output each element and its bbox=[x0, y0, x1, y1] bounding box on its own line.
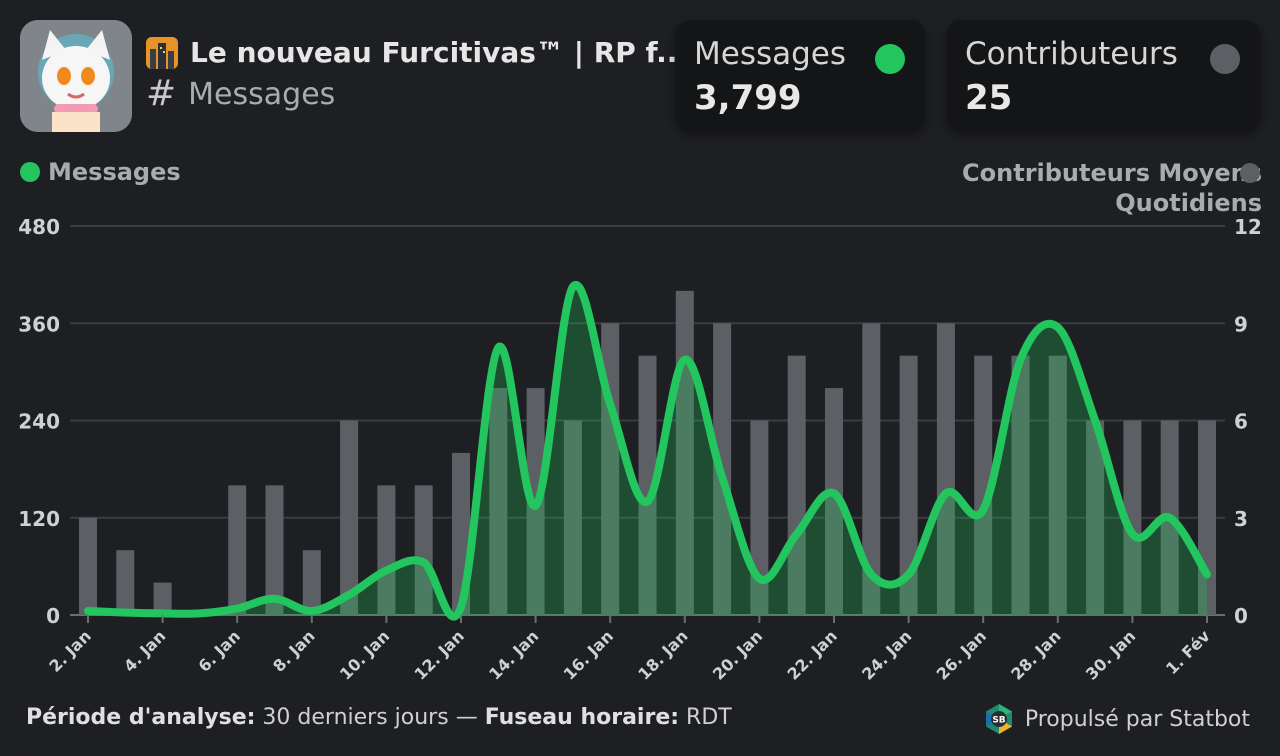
x-tick-label: 12. Jan bbox=[411, 626, 468, 683]
legend-messages: Messages bbox=[20, 158, 181, 186]
x-tick-label: 28. Jan bbox=[1007, 626, 1064, 683]
server-avatar bbox=[20, 20, 132, 132]
contributors-bar bbox=[377, 485, 396, 615]
contributors-bar bbox=[414, 485, 433, 615]
x-tick-label: 16. Jan bbox=[560, 626, 617, 683]
contributors-bar bbox=[340, 420, 359, 615]
contributors-bar bbox=[825, 388, 843, 615]
powered-by-label: Propulsé par Statbot bbox=[1024, 706, 1250, 732]
period-value: 30 derniers jours bbox=[262, 705, 449, 730]
contributors-bar bbox=[787, 355, 806, 615]
city-icon bbox=[146, 36, 178, 69]
y-left-tick-label: 360 bbox=[18, 312, 60, 336]
x-tick-label: 14. Jan bbox=[485, 626, 542, 683]
legend-contributors: Contributeurs Moyens Quotidiens bbox=[942, 158, 1262, 222]
x-tick-label: 6. Jan bbox=[195, 626, 244, 675]
y-right-tick-label: 6 bbox=[1234, 410, 1248, 434]
x-tick-label: 20. Jan bbox=[709, 626, 766, 683]
cat-avatar-icon bbox=[20, 20, 132, 132]
contributors-bar bbox=[899, 355, 918, 615]
contributors-stat-card: Contributeurs 25 bbox=[947, 20, 1260, 130]
contributors-bar bbox=[489, 388, 508, 615]
messages-stat-label: Messages bbox=[694, 36, 847, 72]
analysis-info: Période d'analyse: 30 derniers jours — F… bbox=[26, 705, 732, 730]
svg-text:SB: SB bbox=[992, 716, 1005, 726]
messages-color-dot bbox=[875, 44, 905, 74]
contributors-bar bbox=[862, 323, 881, 615]
timezone-value: RDT bbox=[686, 705, 732, 730]
y-right-tick-label: 12 bbox=[1234, 215, 1262, 239]
timezone-label: Fuseau horaire: bbox=[484, 705, 680, 730]
contributors-bar bbox=[936, 323, 955, 615]
messages-line bbox=[84, 280, 1211, 621]
contributors-bar bbox=[79, 517, 97, 615]
messages-stat-card: Messages 3,799 bbox=[676, 20, 925, 130]
contributors-bar bbox=[1011, 355, 1030, 615]
statbot-logo-icon: SB bbox=[985, 704, 1012, 734]
y-right-tick-label: 0 bbox=[1234, 604, 1248, 628]
legend-contributors-dot bbox=[1240, 163, 1260, 183]
hash-icon: # bbox=[146, 73, 177, 114]
contributors-bar bbox=[228, 485, 247, 615]
y-left-tick-label: 0 bbox=[46, 604, 60, 628]
x-tick-label: 4. Jan bbox=[120, 626, 169, 675]
messages-stat-value: 3,799 bbox=[694, 78, 802, 118]
contributors-bar bbox=[974, 355, 993, 615]
powered-by[interactable]: SB Propulsé par Statbot bbox=[983, 703, 1250, 735]
contributors-bar bbox=[1048, 355, 1067, 615]
contributors-bar bbox=[1123, 420, 1142, 615]
messages-chart: 0 120 240 360 480 0 3 6 9 12 2. Jan 4. Jan 6. Jan 8. … bbox=[18, 215, 1262, 684]
y-right-tick-label: 3 bbox=[1234, 507, 1248, 531]
server-title: Le nouveau Furcitivas™ | RP f... bbox=[146, 36, 688, 69]
y-left-tick-label: 480 bbox=[18, 215, 60, 239]
contributors-bar bbox=[116, 550, 135, 615]
contributors-color-dot bbox=[1210, 44, 1240, 74]
period-label: Période d'analyse: bbox=[26, 705, 256, 730]
contributors-bar bbox=[563, 420, 582, 615]
x-tick-label: 26. Jan bbox=[933, 626, 990, 683]
x-tick-label: 30. Jan bbox=[1082, 626, 1139, 683]
contributors-bar bbox=[265, 485, 284, 615]
contributors-bar bbox=[153, 582, 172, 615]
x-tick-label: 1. Fév bbox=[1162, 626, 1214, 678]
contributors-bar bbox=[638, 355, 657, 615]
x-tick-label: 10. Jan bbox=[336, 626, 393, 683]
channel-title: # Messages bbox=[146, 76, 335, 112]
server-name: Le nouveau Furcitivas™ | RP f... bbox=[190, 36, 689, 69]
channel-name: Messages bbox=[188, 76, 336, 112]
y-right-tick-label: 9 bbox=[1234, 312, 1248, 336]
legend-messages-label: Messages bbox=[48, 158, 181, 186]
y-left-tick-label: 240 bbox=[18, 410, 60, 434]
legend-contributors-label: Contributeurs Moyens Quotidiens bbox=[962, 159, 1262, 217]
x-tick-label: 22. Jan bbox=[784, 626, 841, 683]
contributors-bar bbox=[302, 550, 321, 615]
x-tick-label: 24. Jan bbox=[858, 626, 915, 683]
contributors-bar bbox=[1086, 420, 1105, 615]
x-tick-label: 2. Jan bbox=[45, 626, 94, 675]
x-tick-label: 8. Jan bbox=[269, 626, 318, 675]
footer-separator: — bbox=[455, 705, 478, 730]
legend-messages-dot bbox=[20, 162, 40, 182]
y-left-tick-label: 120 bbox=[18, 507, 60, 531]
contributors-stat-value: 25 bbox=[965, 78, 1013, 118]
x-tick-label: 18. Jan bbox=[634, 626, 691, 683]
contributors-stat-label: Contributeurs bbox=[965, 36, 1178, 72]
